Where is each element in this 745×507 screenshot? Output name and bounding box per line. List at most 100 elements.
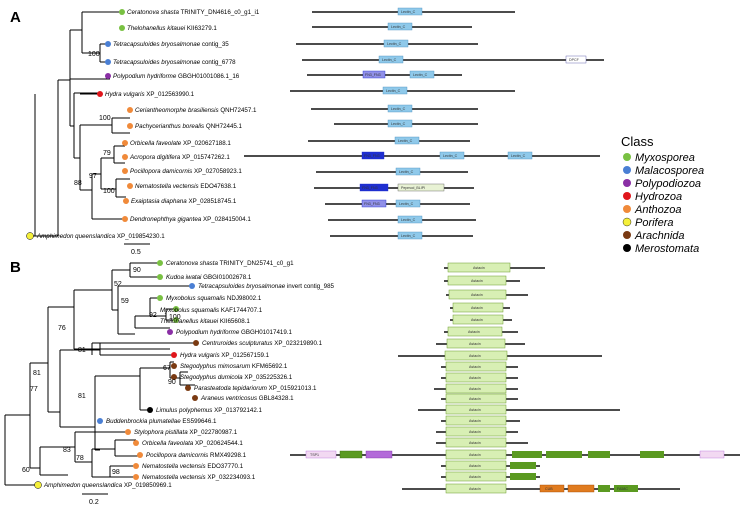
domain-label: Astacin	[473, 266, 485, 270]
bootstrap-value: 78	[76, 455, 84, 462]
domain-label: Lectin_C	[443, 154, 458, 158]
astacin-domain	[445, 361, 507, 372]
legend-label: Malacosporea	[635, 165, 704, 177]
lectin-domain	[378, 55, 404, 64]
taxon-label: Kudoa iwatai GBGI01002678.1	[166, 274, 252, 281]
domain-label: Lectin_C	[387, 42, 402, 46]
lectin-domain	[382, 86, 408, 95]
domain-label: Astacin	[469, 441, 481, 445]
egf-domain	[510, 462, 536, 469]
domain-label: FA58C	[617, 487, 628, 491]
lectin-domain	[387, 119, 413, 128]
bootstrap-value: 100	[88, 51, 100, 58]
domain-label: FN3_FN3	[365, 73, 381, 77]
astacin-domain	[445, 415, 507, 426]
tip-dot	[97, 418, 103, 424]
cub-domain	[567, 484, 595, 493]
astacin-domain	[445, 393, 507, 404]
astacin-domain	[447, 326, 503, 337]
tip-dot	[119, 25, 125, 31]
astacin-domain	[444, 350, 508, 361]
domain-label: Astacin	[471, 318, 483, 322]
egf-domain	[512, 451, 542, 458]
panel-b-taxa: Ceratonova shasta TRINITY_DN25741_c0_g1 …	[34, 260, 335, 489]
tip-dot	[133, 474, 139, 480]
tip-dot	[105, 59, 111, 65]
taxon-label: Thelohanellus kitauei KII65608.1	[160, 318, 250, 325]
domain-label: Astacin	[469, 387, 481, 391]
tip-dot	[167, 329, 173, 335]
tip-dot	[119, 9, 125, 15]
taxon-label: Myxobolus squamalis NDJ98002.1	[166, 295, 262, 302]
taxon-label: Amphimedon queenslandica XP_019854230.1	[36, 233, 165, 240]
astacin-domain	[445, 437, 507, 448]
lectin-domain	[395, 199, 421, 208]
taxon-label: Tetracapsuloides bryosalmonae contig_35	[113, 41, 229, 48]
taxon-label: Nematostella vectensis EDO47638.1	[135, 183, 237, 190]
legend-label: Hydrozoa	[635, 191, 682, 203]
tsp-domain	[699, 450, 725, 459]
legend-swatch-hydrozoa	[623, 192, 631, 200]
astacin-domain	[445, 483, 507, 494]
egf-domain	[614, 485, 638, 492]
taxon-label: Orbicella faveolate XP_020627188.1	[130, 140, 231, 147]
bootstrap-value: 100	[169, 314, 181, 321]
domain-label: Astacin	[468, 330, 480, 334]
tip-dot	[127, 183, 133, 189]
astacin-domain	[445, 372, 507, 383]
domain-label: Lectin_C	[399, 202, 414, 206]
tip-dot	[192, 395, 198, 401]
bootstrap-value: 100	[103, 188, 115, 195]
panel-b-label: B	[10, 259, 21, 276]
tip-dot	[157, 274, 163, 280]
domain-label: Astacin	[469, 365, 481, 369]
taxon-label: Hydra vulgaris XP_012567159.1	[180, 352, 270, 359]
taxon-label: Ceratonova shasta TRINITY_DN4616_c0_g1_i…	[127, 9, 260, 16]
tip-dot	[34, 481, 42, 489]
taxon-label: Araneus ventricosus GBL84328.1	[200, 395, 294, 402]
fn3-domain	[361, 151, 385, 160]
legend-label: Merostomata	[635, 243, 699, 255]
fn3-domain	[359, 183, 389, 192]
domain-label: Lectin_C	[391, 122, 406, 126]
astacin-domain	[448, 289, 507, 300]
taxon-label: Stylophora pistillata XP_022780987.1	[134, 429, 238, 436]
lectin-domain	[394, 136, 420, 145]
taxon-label: Ceriantheomorphe brasiliensis QNH72457.1	[135, 107, 257, 114]
tip-dot	[171, 352, 177, 358]
domain-label: Astacin	[469, 397, 481, 401]
lectin-domain	[395, 167, 421, 176]
bootstrap-value: 81	[78, 393, 86, 400]
legend-label: Myxosporea	[635, 152, 695, 164]
legend-label: Polypodiozoa	[635, 178, 701, 190]
dpcf-domain	[565, 55, 587, 64]
domain-label: DPCF	[569, 58, 580, 62]
domain-label: Astacin	[469, 464, 481, 468]
astacin-domain	[445, 449, 507, 460]
astacin-domain	[445, 460, 507, 471]
domain-label: Lectin_C	[398, 139, 413, 143]
domain-label: Astacin	[471, 306, 483, 310]
panel-a-scale-bar: 0.5	[124, 243, 150, 256]
astacin-domain	[446, 338, 506, 349]
domain-label: Astacin	[471, 293, 483, 297]
astacin-domain	[452, 314, 504, 325]
domain-label: Astacin	[469, 408, 481, 412]
tip-dot	[97, 91, 103, 97]
taxon-label: Pachycerianthus borealis QNH72445.1	[135, 123, 243, 130]
bootstrap-value: 79	[103, 150, 111, 157]
tsp-domain	[365, 450, 393, 459]
astacin-domain	[447, 262, 511, 273]
tip-dot	[122, 168, 128, 174]
domain-label: Lectin_C	[511, 154, 526, 158]
domain-label: Astacin	[469, 487, 481, 491]
taxon-label: Ceratonova shasta TRINITY_DN25741_c0_g1	[166, 260, 294, 267]
legend-title: Class	[621, 134, 654, 149]
taxon-label: Tetracapsuloides bryosalmonae invert con…	[198, 283, 335, 290]
tsp-domain	[305, 450, 337, 459]
domain-label: Lectin_C	[391, 25, 406, 29]
bootstrap-value: 90	[133, 267, 141, 274]
tip-dot	[157, 260, 163, 266]
astacin-domain	[445, 471, 507, 482]
